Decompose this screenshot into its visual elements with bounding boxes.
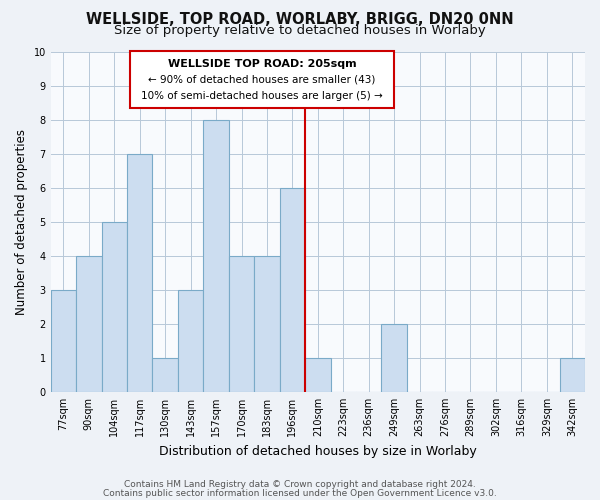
Bar xyxy=(76,256,101,392)
Bar xyxy=(280,188,305,392)
Bar xyxy=(178,290,203,392)
Bar xyxy=(101,222,127,392)
Bar xyxy=(127,154,152,392)
Bar xyxy=(152,358,178,392)
Bar xyxy=(254,256,280,392)
FancyBboxPatch shape xyxy=(130,51,394,108)
Bar xyxy=(50,290,76,392)
Bar xyxy=(560,358,585,392)
Bar xyxy=(382,324,407,392)
Y-axis label: Number of detached properties: Number of detached properties xyxy=(15,128,28,314)
Text: WELLSIDE TOP ROAD: 205sqm: WELLSIDE TOP ROAD: 205sqm xyxy=(167,60,356,70)
Text: ← 90% of detached houses are smaller (43): ← 90% of detached houses are smaller (43… xyxy=(148,74,376,85)
X-axis label: Distribution of detached houses by size in Worlaby: Distribution of detached houses by size … xyxy=(159,444,477,458)
Text: WELLSIDE, TOP ROAD, WORLABY, BRIGG, DN20 0NN: WELLSIDE, TOP ROAD, WORLABY, BRIGG, DN20… xyxy=(86,12,514,28)
Bar xyxy=(203,120,229,392)
Text: Contains HM Land Registry data © Crown copyright and database right 2024.: Contains HM Land Registry data © Crown c… xyxy=(124,480,476,489)
Text: 10% of semi-detached houses are larger (5) →: 10% of semi-detached houses are larger (… xyxy=(141,91,383,101)
Text: Contains public sector information licensed under the Open Government Licence v3: Contains public sector information licen… xyxy=(103,488,497,498)
Bar xyxy=(229,256,254,392)
Bar xyxy=(305,358,331,392)
Text: Size of property relative to detached houses in Worlaby: Size of property relative to detached ho… xyxy=(114,24,486,37)
